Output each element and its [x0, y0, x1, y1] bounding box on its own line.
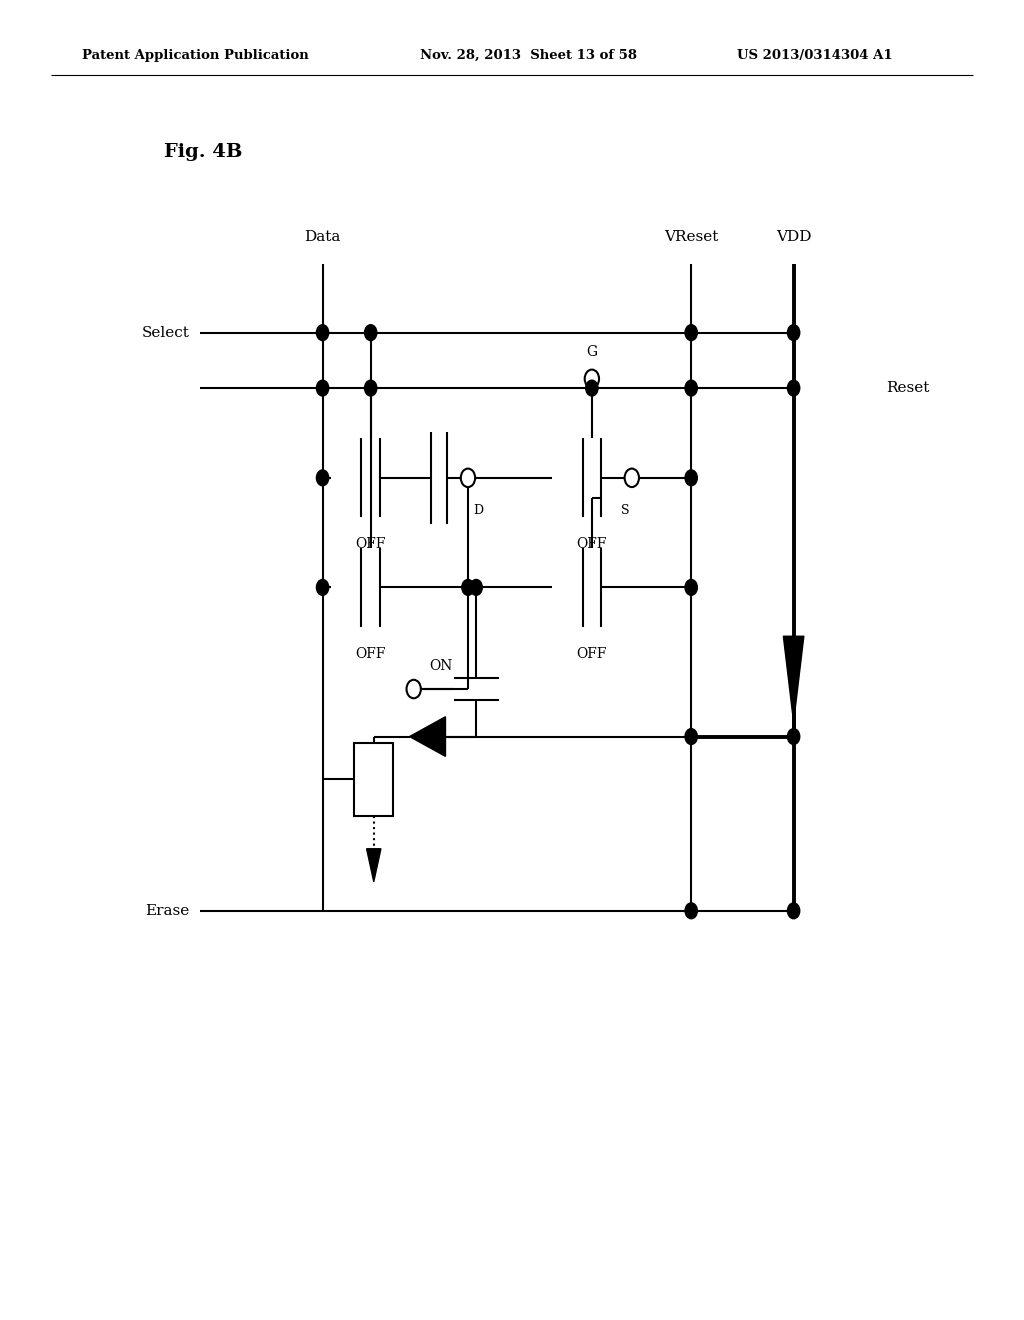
- Circle shape: [316, 325, 329, 341]
- Text: Nov. 28, 2013  Sheet 13 of 58: Nov. 28, 2013 Sheet 13 of 58: [420, 49, 637, 62]
- Circle shape: [685, 470, 697, 486]
- Circle shape: [685, 325, 697, 341]
- Circle shape: [316, 380, 329, 396]
- Circle shape: [462, 579, 474, 595]
- Text: D: D: [473, 504, 483, 517]
- Text: ON: ON: [429, 659, 453, 673]
- Circle shape: [787, 380, 800, 396]
- Text: VDD: VDD: [776, 230, 811, 244]
- Bar: [354, 743, 393, 816]
- Circle shape: [787, 729, 800, 744]
- Circle shape: [462, 470, 474, 486]
- Circle shape: [585, 370, 599, 388]
- Circle shape: [586, 380, 598, 396]
- Text: OFF: OFF: [355, 537, 386, 552]
- Circle shape: [787, 325, 800, 341]
- Text: S: S: [622, 504, 630, 517]
- Polygon shape: [783, 636, 804, 722]
- Circle shape: [685, 903, 697, 919]
- Text: OFF: OFF: [355, 647, 386, 661]
- Circle shape: [316, 470, 329, 486]
- Circle shape: [685, 579, 697, 595]
- Polygon shape: [410, 717, 445, 756]
- Circle shape: [316, 579, 329, 595]
- Polygon shape: [367, 849, 381, 882]
- Circle shape: [685, 729, 697, 744]
- Text: Select: Select: [141, 326, 189, 339]
- Text: OFF: OFF: [577, 537, 607, 552]
- Circle shape: [625, 469, 639, 487]
- Text: US 2013/0314304 A1: US 2013/0314304 A1: [737, 49, 893, 62]
- Text: G: G: [587, 345, 597, 359]
- Text: Fig. 4B: Fig. 4B: [164, 143, 243, 161]
- Circle shape: [787, 903, 800, 919]
- Text: OFF: OFF: [577, 647, 607, 661]
- Circle shape: [461, 469, 475, 487]
- Circle shape: [470, 579, 482, 595]
- Circle shape: [365, 380, 377, 396]
- Circle shape: [407, 680, 421, 698]
- Circle shape: [365, 325, 377, 341]
- Circle shape: [685, 380, 697, 396]
- Text: Data: Data: [304, 230, 341, 244]
- Text: Erase: Erase: [145, 904, 189, 917]
- Text: VReset: VReset: [664, 230, 719, 244]
- Text: Patent Application Publication: Patent Application Publication: [82, 49, 308, 62]
- Text: Reset: Reset: [886, 381, 929, 395]
